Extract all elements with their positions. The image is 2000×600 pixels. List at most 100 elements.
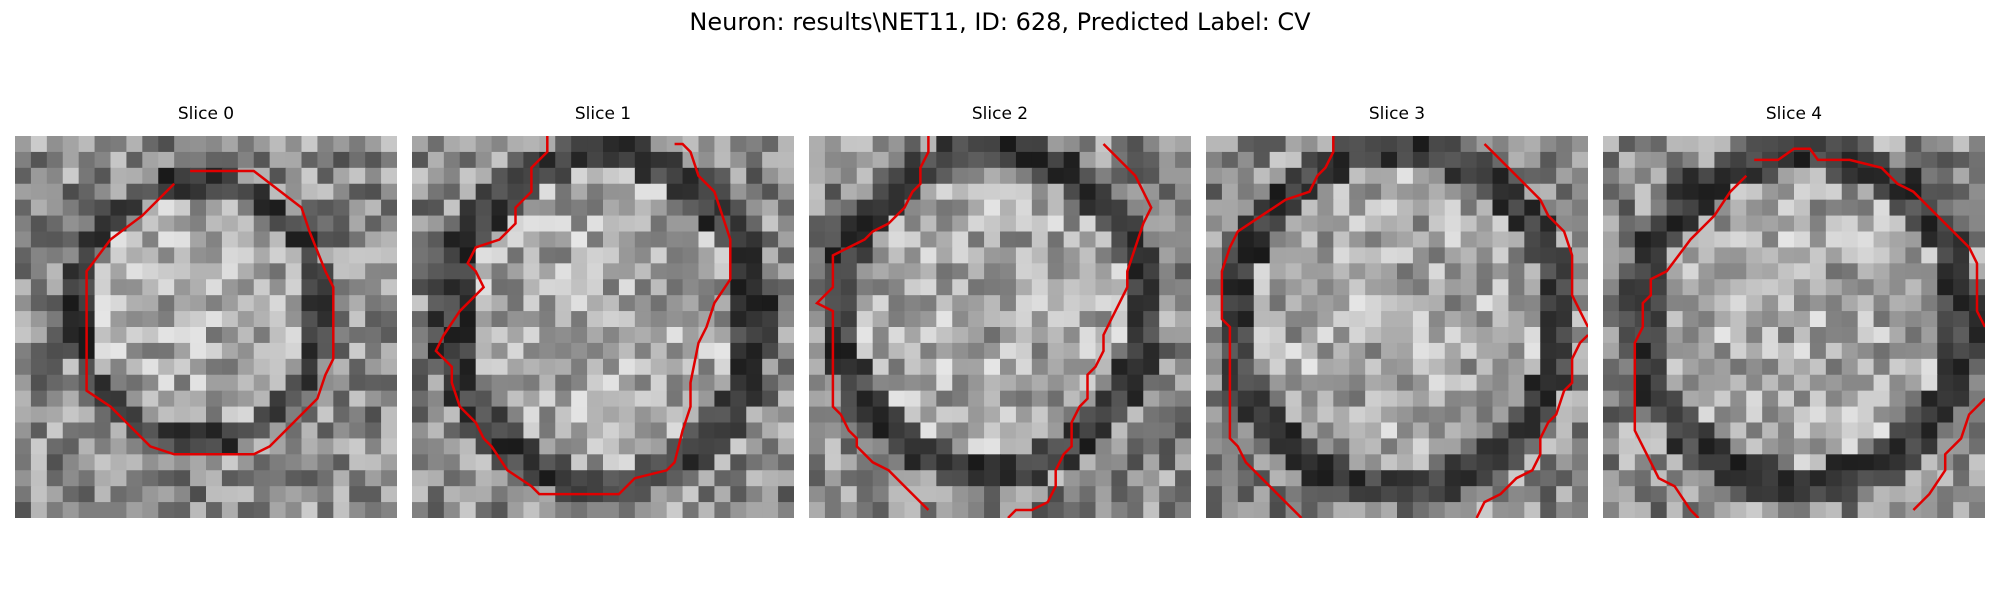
image-pixel	[206, 247, 223, 264]
image-pixel	[507, 390, 525, 408]
image-pixel	[1714, 199, 1731, 217]
image-pixel	[539, 358, 556, 376]
image-pixel	[1572, 231, 1588, 249]
image-pixel	[381, 406, 397, 424]
image-pixel	[888, 311, 906, 328]
image-pixel	[110, 470, 128, 487]
image-pixel	[1666, 486, 1684, 503]
image-pixel	[936, 470, 953, 487]
image-pixel	[221, 151, 239, 169]
image-pixel	[698, 454, 716, 471]
image-pixel	[443, 438, 461, 455]
image-pixel	[1666, 279, 1684, 296]
image-pixel	[714, 486, 731, 503]
image-pixel	[1794, 422, 1811, 440]
image-pixel	[237, 136, 255, 153]
image-pixel	[888, 486, 906, 503]
image-pixel	[221, 215, 239, 233]
image-pixel	[1460, 215, 1478, 233]
image-pixel	[968, 327, 985, 344]
image-pixel	[412, 136, 429, 153]
image-pixel	[1682, 358, 1700, 376]
image-pixel	[1650, 183, 1668, 201]
image-pixel	[1921, 295, 1938, 312]
image-pixel	[412, 390, 429, 408]
image-pixel	[1682, 215, 1700, 233]
image-pixel	[571, 358, 588, 376]
image-pixel	[126, 295, 143, 312]
image-pixel	[1714, 374, 1731, 392]
image-pixel	[142, 295, 159, 312]
image-pixel	[1556, 358, 1573, 376]
image-pixel	[349, 295, 366, 312]
image-pixel	[1634, 247, 1652, 264]
image-pixel	[475, 454, 493, 471]
image-pixel	[78, 183, 96, 201]
image-pixel	[1794, 390, 1811, 408]
image-pixel	[142, 183, 159, 201]
image-pixel	[475, 374, 493, 392]
image-pixel	[174, 183, 191, 201]
image-pixel	[1476, 390, 1494, 408]
image-pixel	[650, 406, 668, 424]
image-pixel	[62, 263, 80, 280]
image-pixel	[1079, 183, 1097, 201]
image-pixel	[984, 231, 1001, 249]
image-pixel	[142, 454, 159, 471]
image-pixel	[62, 486, 80, 503]
image-pixel	[840, 263, 858, 280]
image-pixel	[714, 454, 731, 471]
image-pixel	[666, 470, 684, 487]
image-pixel	[30, 374, 48, 392]
image-pixel	[1381, 136, 1398, 153]
image-pixel	[1301, 502, 1319, 518]
image-pixel	[1953, 486, 1970, 503]
image-pixel	[824, 486, 842, 503]
image-pixel	[555, 247, 572, 264]
image-pixel	[1556, 327, 1573, 344]
image-pixel	[174, 470, 191, 487]
image-pixel	[1285, 438, 1303, 455]
image-pixel	[1269, 136, 1287, 153]
slice-2-title: Slice 2	[971, 104, 1029, 124]
image-pixel	[1794, 247, 1811, 264]
image-pixel	[650, 151, 668, 169]
image-pixel	[682, 183, 700, 201]
image-pixel	[539, 183, 556, 201]
image-pixel	[571, 183, 588, 201]
image-pixel	[1572, 136, 1588, 153]
image-pixel	[1015, 422, 1033, 440]
image-pixel	[237, 311, 255, 328]
image-pixel	[1460, 247, 1478, 264]
image-pixel	[1603, 486, 1620, 503]
image-pixel	[666, 390, 684, 408]
image-pixel	[1666, 183, 1684, 201]
image-pixel	[523, 502, 540, 518]
image-pixel	[603, 374, 620, 392]
image-pixel	[1159, 454, 1176, 471]
image-pixel	[1762, 215, 1779, 233]
image-pixel	[1365, 311, 1382, 328]
image-pixel	[78, 438, 96, 455]
image-pixel	[936, 342, 953, 360]
image-pixel	[1921, 374, 1938, 392]
image-pixel	[730, 438, 747, 455]
image-pixel	[174, 199, 191, 217]
image-pixel	[1650, 151, 1668, 169]
image-pixel	[1857, 390, 1875, 408]
image-pixel	[1618, 470, 1636, 487]
segmentation-contour	[434, 136, 732, 496]
image-pixel	[730, 502, 747, 518]
image-pixel	[730, 295, 747, 312]
image-pixel	[1000, 374, 1017, 392]
image-pixel	[30, 263, 48, 280]
image-pixel	[1540, 215, 1557, 233]
image-pixel	[475, 199, 493, 217]
image-pixel	[110, 486, 128, 503]
image-pixel	[285, 279, 303, 296]
image-pixel	[1381, 167, 1398, 185]
image-pixel	[872, 502, 890, 518]
image-pixel	[1556, 470, 1573, 487]
image-pixel	[1762, 358, 1779, 376]
image-pixel	[1572, 486, 1588, 503]
